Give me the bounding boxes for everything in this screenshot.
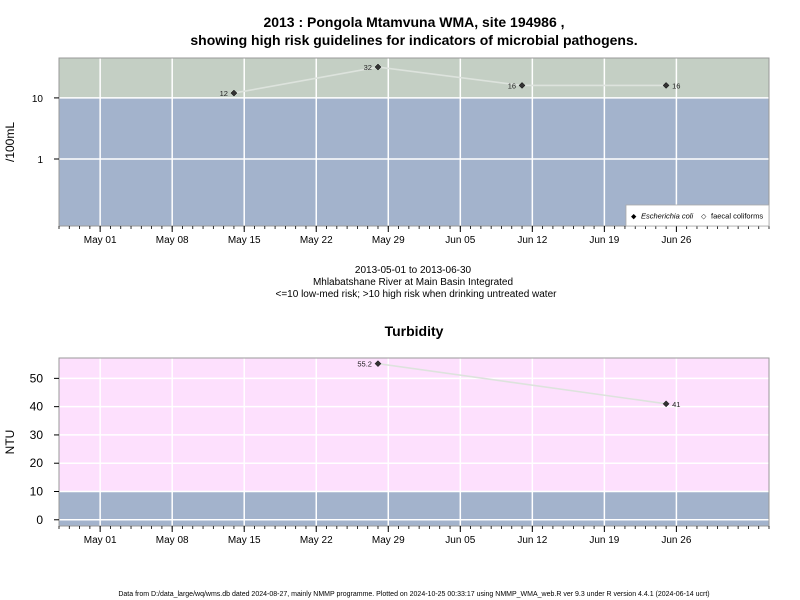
series-line (233, 66, 667, 94)
series-line (377, 362, 667, 405)
chart1-title: 2013 : Pongola Mtamvuna WMA, site 194986… (263, 14, 564, 30)
risk-guideline-caption: <=10 low-med risk; >10 high risk when dr… (276, 289, 558, 300)
y-tick-label: 1 (37, 155, 43, 166)
data-label: 16 (508, 81, 516, 90)
data-point (374, 63, 382, 71)
y-tick-label: 10 (32, 94, 44, 105)
y-axis-title: NTU (3, 430, 17, 455)
date-range-caption: 2013-05-01 to 2013-06-30 (355, 265, 472, 276)
x-tick-label: May 22 (300, 535, 333, 546)
x-tick-label: May 08 (156, 235, 189, 246)
x-tick-label: May 15 (228, 235, 261, 246)
microbial-chart: 1 10 May 01 May 08 May 15 May 22 May 29 Jun 05 J… (3, 57, 770, 246)
x-tick-label: Jun 19 (589, 535, 619, 546)
data-point (518, 82, 526, 89)
site-caption: Mhlabatshane River at Main Basin Integra… (313, 277, 513, 288)
x-tick-label: May 01 (84, 535, 117, 546)
data-point (374, 360, 382, 368)
y-tick-label: 30 (30, 428, 44, 442)
data-label: 41 (672, 400, 680, 409)
y-tick-label: 50 (30, 371, 44, 385)
legend-box (625, 204, 770, 227)
x-tick-label: Jun 12 (517, 535, 547, 546)
legend-symbol: ◇ (701, 214, 707, 221)
x-tick-label: May 29 (372, 235, 405, 246)
data-point (662, 400, 670, 408)
legend-item-ecoli: Escherichia coli (641, 212, 693, 221)
turbidity-chart: 0 10 20 30 40 50 May 01 May 08 May 15 May 22 May 2… (3, 357, 770, 546)
high-risk-band (59, 58, 769, 98)
chart1-subtitle: showing high risk guidelines for indicat… (190, 32, 637, 48)
data-point (230, 89, 238, 97)
y-tick-label: 0 (36, 513, 43, 527)
y-tick-label: 40 (30, 400, 44, 414)
plot-frame (58, 57, 770, 227)
high-risk-band (59, 358, 769, 492)
legend-item-faecal: faecal coliforms (711, 212, 763, 221)
data-label: 32 (364, 63, 372, 72)
data-label: 16 (672, 81, 680, 90)
y-axis-title: /100mL (3, 122, 17, 162)
x-tick-label: May 22 (300, 235, 333, 246)
y-tick-label: 10 (30, 484, 44, 498)
x-tick-label: May 15 (228, 535, 261, 546)
x-tick-label: May 29 (372, 535, 405, 546)
data-point (662, 82, 670, 89)
x-tick-label: Jun 26 (661, 535, 691, 546)
legend-symbol: ◆ (631, 214, 637, 221)
data-label: 55.2 (357, 360, 372, 369)
x-tick-label: Jun 05 (445, 235, 475, 246)
data-source-footer: Data from D:/data_large/wq/wms.db dated … (118, 591, 709, 598)
plot-frame (58, 357, 770, 527)
y-tick-label: 20 (30, 456, 44, 470)
x-tick-label: Jun 26 (661, 235, 691, 246)
low-risk-band (59, 491, 769, 526)
x-tick-label: Jun 12 (517, 235, 547, 246)
x-tick-label: Jun 05 (445, 535, 475, 546)
chart2-title: Turbidity (385, 323, 444, 339)
x-tick-label: May 01 (84, 235, 117, 246)
x-tick-label: May 08 (156, 535, 189, 546)
data-label: 12 (220, 89, 228, 98)
x-tick-label: Jun 19 (589, 235, 619, 246)
